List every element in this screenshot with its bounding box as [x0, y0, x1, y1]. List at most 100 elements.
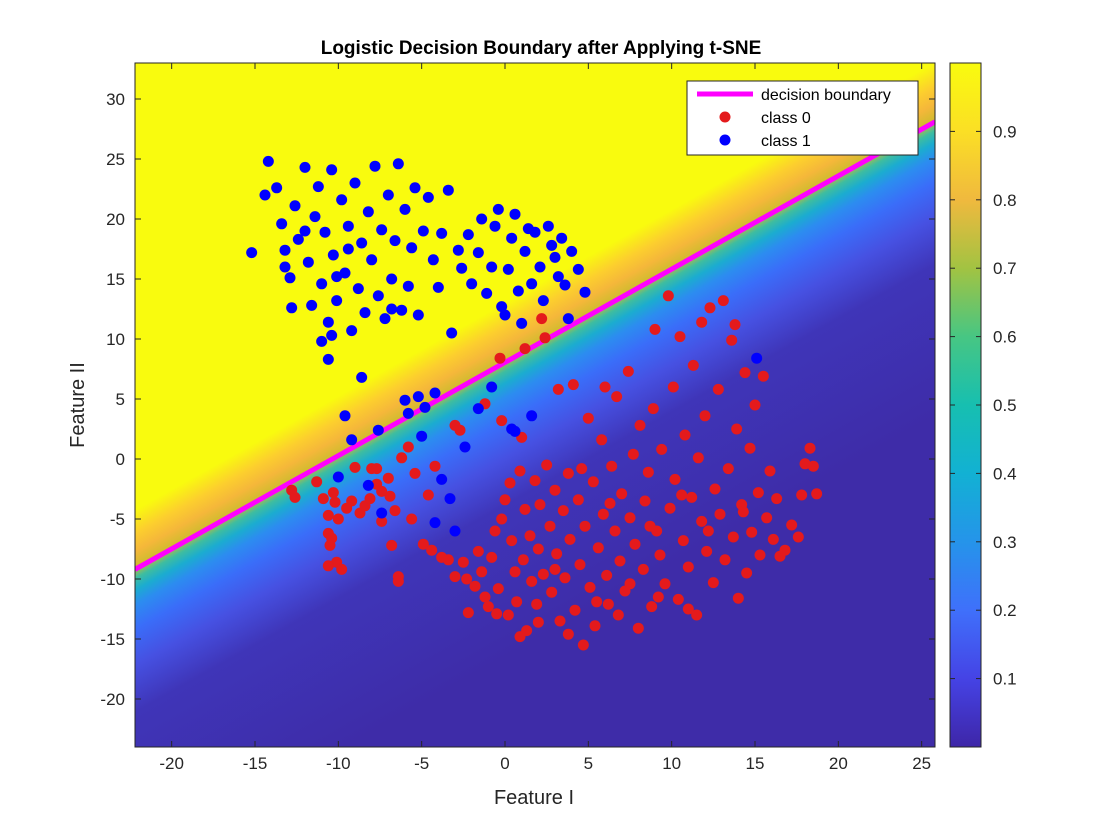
class1-point [382, 189, 394, 201]
class0-point [534, 499, 546, 511]
class1-point [496, 301, 508, 313]
class0-point [676, 489, 688, 501]
class1-point [379, 313, 391, 325]
class1-point [486, 381, 498, 393]
legend-class1-swatch [719, 134, 731, 146]
class1-point [292, 233, 304, 245]
class0-point [326, 532, 338, 544]
class1-point [442, 184, 454, 196]
class0-point [536, 313, 548, 325]
class1-point [284, 272, 296, 284]
class1-point [516, 317, 528, 329]
class0-point [627, 448, 639, 460]
class1-point [481, 287, 493, 299]
x-axis-label: Feature I [494, 787, 574, 809]
class0-point [692, 452, 704, 464]
class0-point [532, 616, 544, 628]
class1-point [512, 285, 524, 297]
class0-point [582, 412, 594, 424]
class0-point [654, 549, 666, 561]
class1-point [489, 220, 501, 232]
class0-point [336, 563, 348, 575]
class1-point [399, 203, 411, 215]
class1-point [386, 273, 398, 285]
class1-point [286, 302, 298, 314]
colorbar-tick-label: 0.4 [993, 464, 1017, 483]
class0-point [717, 295, 729, 307]
class0-point [567, 379, 579, 391]
y-tick-label: 0 [116, 450, 125, 469]
legend-class1-label: class 1 [761, 133, 811, 150]
class1-point [372, 424, 384, 436]
plot-frame [134, 62, 936, 748]
class1-point [262, 155, 274, 167]
y-tick-label: 15 [106, 270, 125, 289]
class0-point [737, 506, 749, 518]
class0-point [731, 423, 743, 435]
class0-point [584, 581, 596, 593]
class0-point [376, 485, 388, 497]
class0-point [496, 415, 508, 427]
class1-point [429, 387, 441, 399]
class0-point [682, 561, 694, 573]
class0-point [674, 331, 686, 343]
class0-point [596, 434, 608, 446]
class0-point [517, 554, 529, 566]
class0-point [506, 535, 518, 547]
class0-point [634, 419, 646, 431]
class1-point [326, 164, 338, 176]
colorbar: 0.1 0.2 0.3 0.4 0.5 0.6 0.7 0.8 0.9 [949, 62, 1017, 748]
class0-point [799, 458, 811, 470]
class1-point [366, 254, 378, 266]
class1-point [339, 410, 351, 422]
class0-point [514, 631, 526, 643]
class0-point [519, 503, 531, 515]
class1-point [316, 278, 328, 290]
class1-point [409, 182, 421, 194]
class0-point [514, 465, 526, 477]
class0-point [552, 383, 564, 395]
x-tick-label: 15 [746, 754, 765, 773]
class1-point [412, 309, 424, 321]
class0-point [532, 543, 544, 555]
class0-point [496, 513, 508, 525]
class0-point [732, 592, 744, 604]
class0-point [457, 556, 469, 568]
class1-point [346, 325, 358, 337]
class0-point [714, 508, 726, 520]
class0-point [531, 598, 543, 610]
class1-point [349, 177, 361, 189]
class0-point [491, 608, 503, 620]
class1-point [372, 290, 384, 302]
class0-point [792, 531, 804, 543]
class0-point [616, 488, 628, 500]
class0-point [546, 586, 558, 598]
decision-boundary-line [135, 119, 935, 572]
class1-point [271, 182, 283, 194]
class0-point [442, 554, 454, 566]
class0-point [392, 575, 404, 587]
class0-point [472, 545, 484, 557]
class1-point [534, 261, 546, 273]
x-tick-label: 10 [662, 754, 681, 773]
class0-point [389, 505, 401, 517]
class0-point [659, 578, 671, 590]
class1-point [472, 403, 484, 415]
class0-point [461, 573, 473, 585]
class0-point [364, 493, 376, 505]
class0-point [614, 555, 626, 567]
class0-point [786, 519, 798, 531]
class1-point [356, 371, 368, 383]
class1-point [339, 267, 351, 279]
class0-point [559, 572, 571, 584]
y-tick-label: 5 [116, 390, 125, 409]
class0-point [741, 567, 753, 579]
class0-point [744, 442, 756, 454]
class0-point [511, 596, 523, 608]
class0-point [691, 609, 703, 621]
x-tick-label: 0 [500, 754, 509, 773]
colorbar-tick-label: 0.3 [993, 533, 1017, 552]
class0-point [429, 460, 441, 472]
class0-point [402, 441, 414, 453]
class0-point [637, 563, 649, 575]
